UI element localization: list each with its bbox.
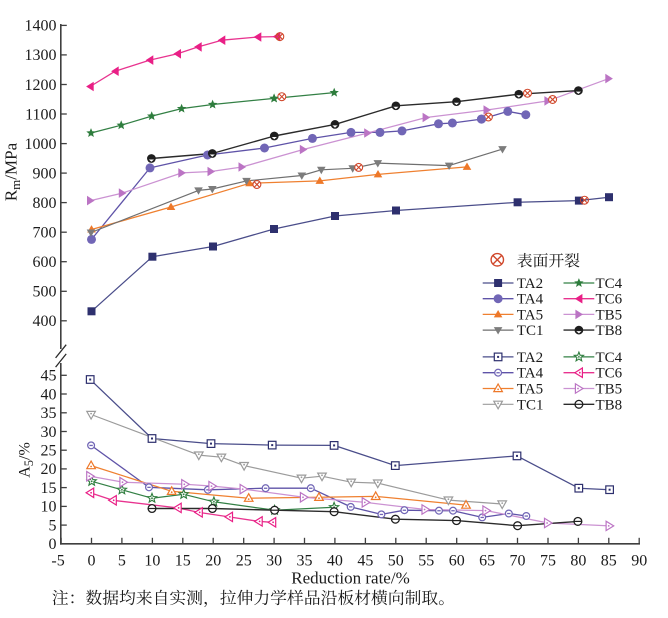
svg-text:20: 20: [41, 461, 57, 478]
svg-text:55: 55: [418, 553, 434, 570]
svg-text:TC1: TC1: [517, 397, 544, 413]
svg-text:A5/%: A5/%: [17, 442, 37, 478]
svg-text:10: 10: [144, 553, 160, 570]
svg-text:15: 15: [175, 553, 191, 570]
svg-text:600: 600: [33, 254, 57, 271]
svg-text:60: 60: [449, 553, 465, 570]
svg-text:1000: 1000: [25, 136, 57, 153]
svg-text:25: 25: [41, 443, 57, 460]
svg-text:500: 500: [33, 284, 57, 301]
svg-text:TB8: TB8: [596, 397, 623, 413]
svg-text:TC1: TC1: [517, 323, 544, 339]
svg-text:1100: 1100: [25, 106, 56, 123]
svg-text:1200: 1200: [25, 77, 57, 94]
svg-text:TA2: TA2: [517, 276, 543, 292]
svg-text:TB5: TB5: [596, 382, 623, 398]
svg-text:30: 30: [266, 553, 282, 570]
svg-text:20: 20: [205, 553, 221, 570]
svg-text:5: 5: [49, 517, 57, 534]
svg-text:TA5: TA5: [517, 307, 543, 323]
svg-text:25: 25: [236, 553, 252, 570]
svg-text:85: 85: [601, 553, 617, 570]
svg-text:TA2: TA2: [517, 350, 543, 366]
svg-text:0: 0: [49, 536, 57, 553]
svg-text:1300: 1300: [25, 47, 57, 64]
svg-text:75: 75: [540, 553, 556, 570]
svg-text:40: 40: [327, 553, 343, 570]
svg-text:1400: 1400: [25, 18, 57, 35]
svg-text:45: 45: [357, 553, 373, 570]
svg-text:700: 700: [33, 225, 57, 242]
svg-text:TA5: TA5: [517, 382, 543, 398]
svg-text:TC4: TC4: [596, 350, 623, 366]
svg-text:70: 70: [510, 553, 526, 570]
svg-text:900: 900: [33, 165, 57, 182]
svg-text:TC6: TC6: [596, 366, 623, 382]
svg-text:TA4: TA4: [517, 366, 544, 382]
svg-text:10: 10: [41, 499, 57, 516]
svg-text:TB8: TB8: [596, 323, 623, 339]
svg-text:-5: -5: [51, 553, 64, 570]
svg-text:30: 30: [41, 424, 57, 441]
svg-text:80: 80: [570, 553, 586, 570]
svg-text:TB5: TB5: [596, 307, 623, 323]
svg-text:800: 800: [33, 195, 57, 212]
svg-text:50: 50: [388, 553, 404, 570]
svg-text:TA4: TA4: [517, 292, 544, 308]
svg-text:5: 5: [118, 553, 126, 570]
svg-text:Reduction rate/%: Reduction rate/%: [291, 569, 410, 588]
svg-text:0: 0: [88, 553, 96, 570]
svg-text:Rm/MPa: Rm/MPa: [2, 142, 24, 201]
svg-text:15: 15: [41, 480, 57, 497]
svg-text:35: 35: [41, 405, 57, 422]
svg-text:400: 400: [33, 313, 57, 330]
svg-text:40: 40: [41, 386, 57, 403]
svg-text:90: 90: [631, 553, 647, 570]
svg-text:35: 35: [297, 553, 313, 570]
svg-text:TC6: TC6: [596, 292, 623, 308]
svg-text:TC4: TC4: [596, 276, 623, 292]
svg-text:45: 45: [41, 368, 57, 385]
svg-text:65: 65: [479, 553, 495, 570]
